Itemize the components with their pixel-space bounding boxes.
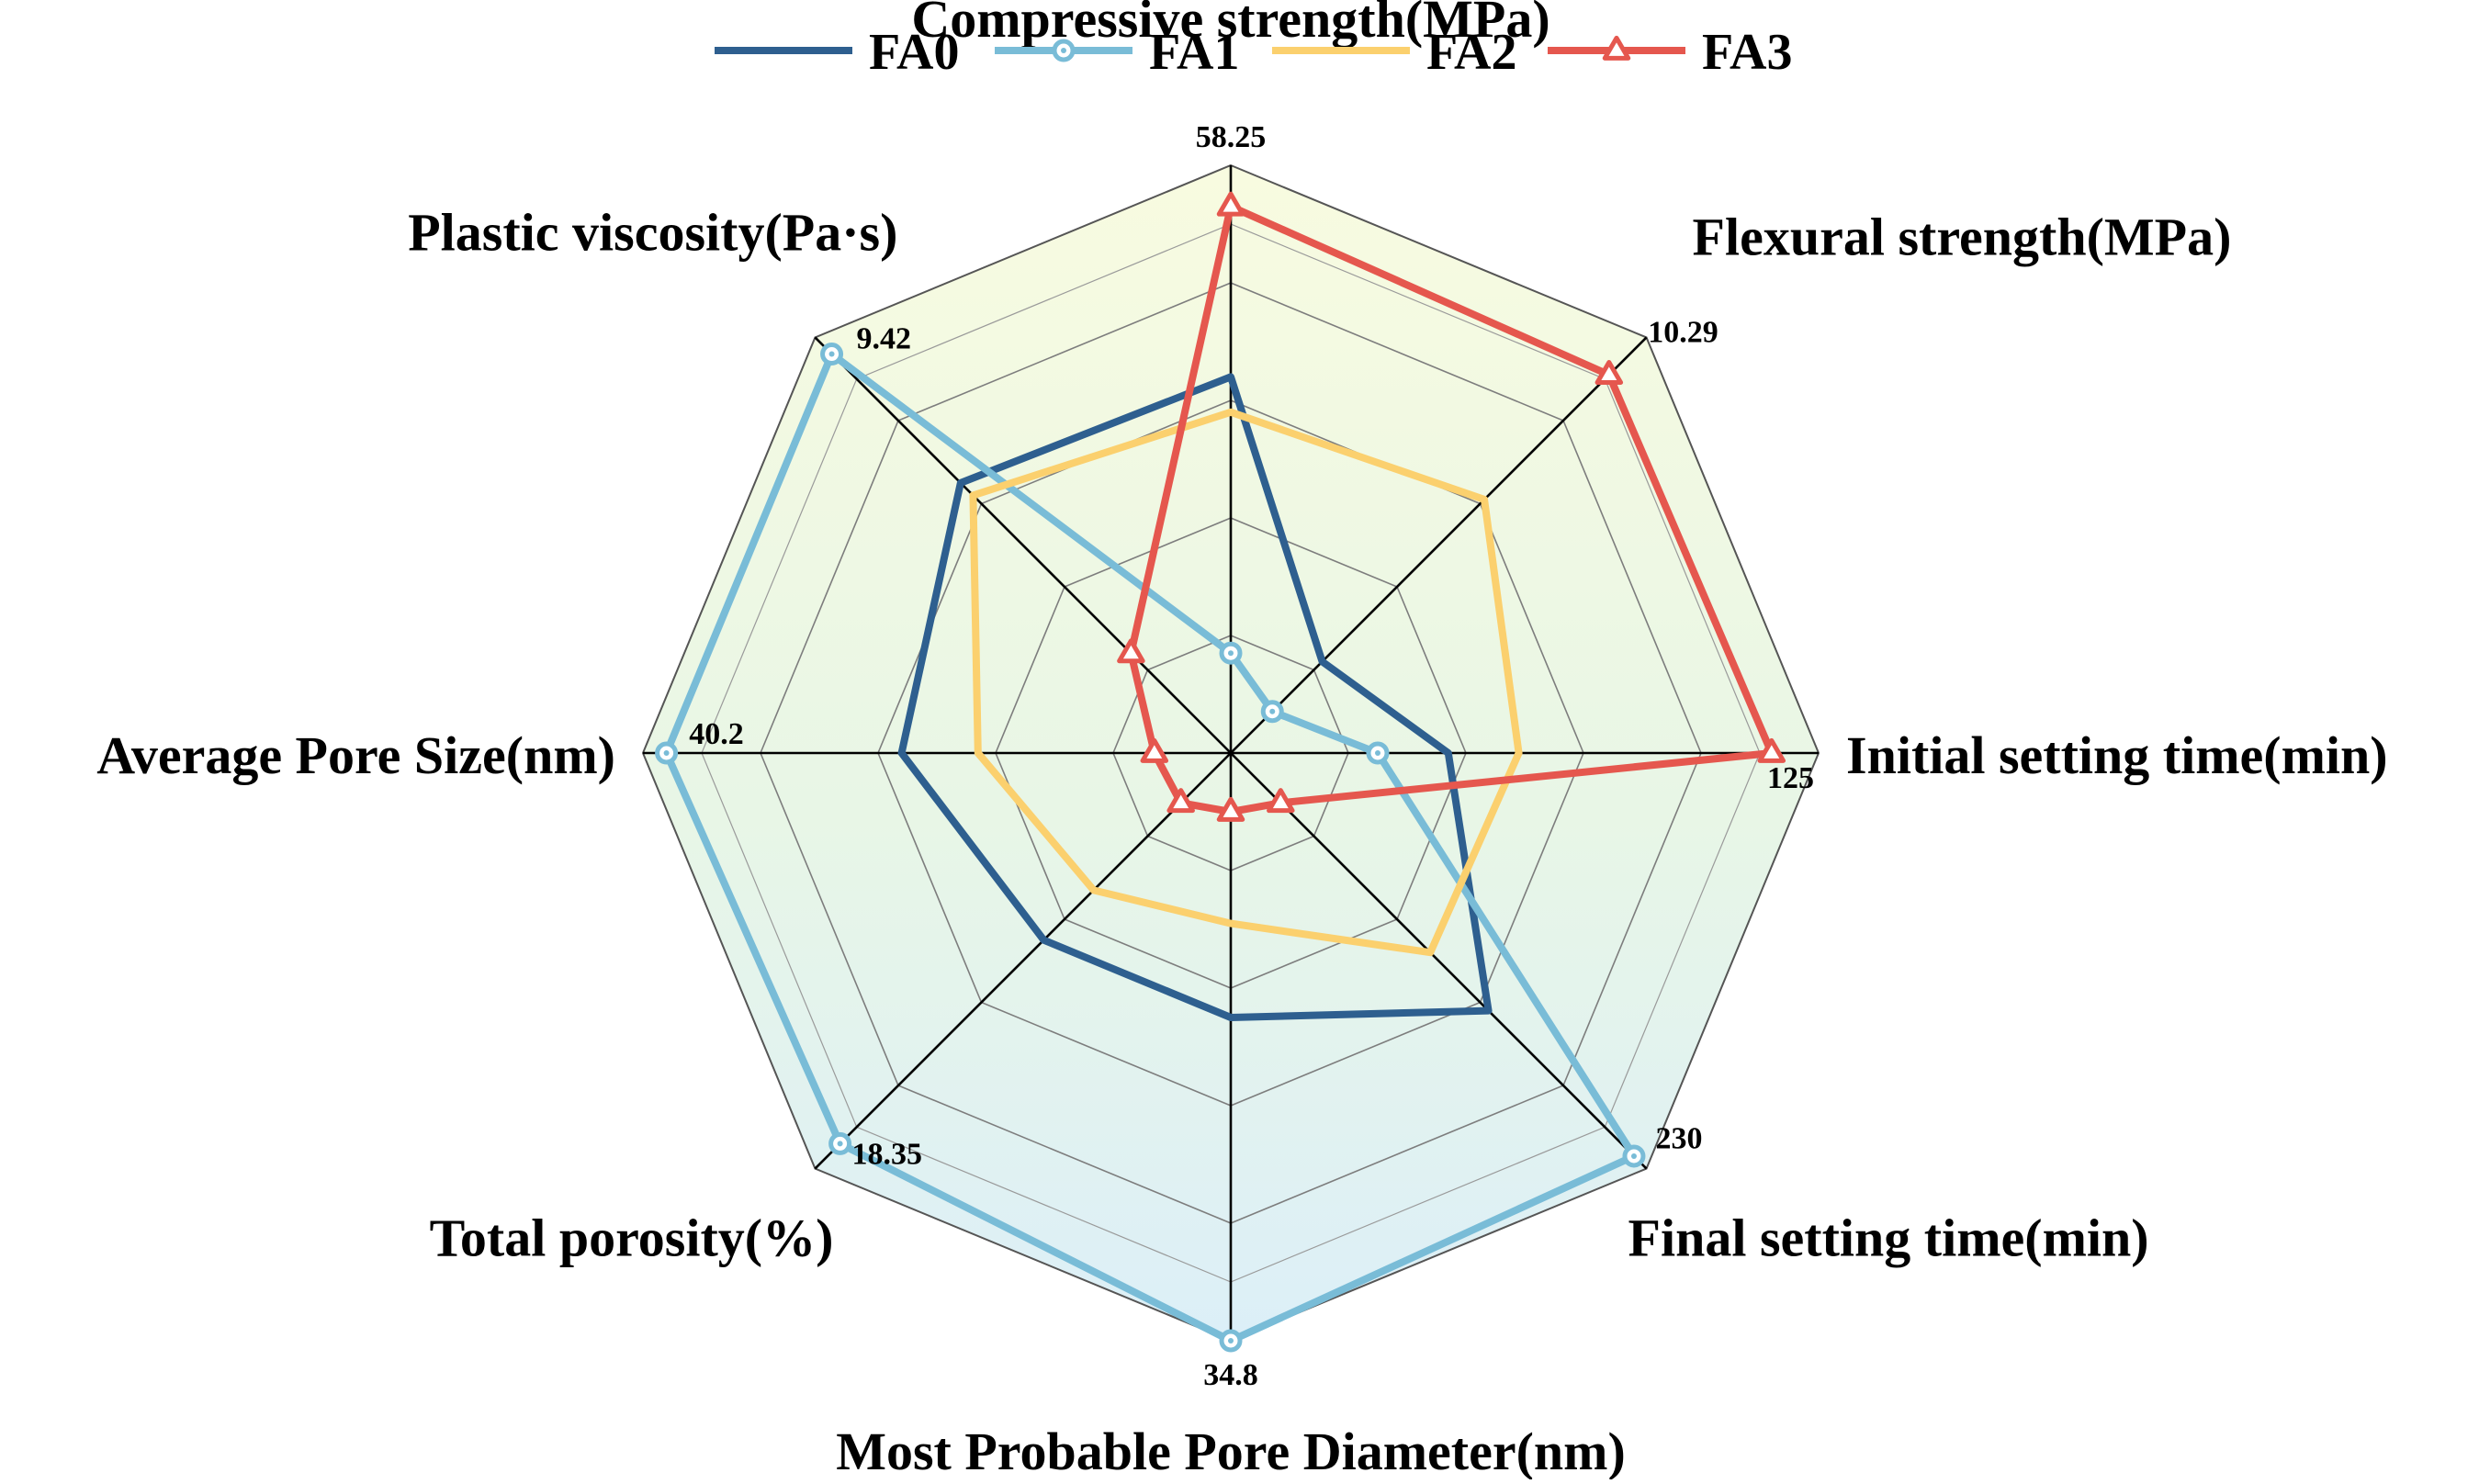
legend-item-fa0: FA0 [715,24,960,81]
axis-max-label: 58.25 [1196,120,1267,154]
legend-label: FA1 [1149,24,1240,81]
axis-max-label: 10.29 [1648,315,1718,349]
series-line-fa0 [897,373,1493,1021]
axis-label: Most Probable Pore Diameter(nm) [836,1422,1626,1479]
axis-label: Initial setting time(min) [1846,725,2388,785]
data-point-fa3 [1140,737,1169,763]
axis-spoke [1230,752,1648,1170]
data-point-fa3 [1216,191,1245,217]
data-point-center-fa1 [1375,750,1380,756]
data-point-fa3 [1267,788,1295,814]
data-point-fa3 [1117,638,1145,664]
legend-marker [1602,35,1631,61]
axis-label: Final setting time(min) [1628,1209,2149,1268]
data-point-center-fa1 [1269,708,1276,714]
legend-item-fa1: FA1 [995,24,1240,81]
data-point-fa3 [1216,796,1245,822]
legend-item-fa2: FA2 [1272,24,1517,81]
axis-max-label: 230 [1656,1122,1703,1156]
axis-spoke [814,336,1232,754]
axis-label: Total porosity(%) [430,1209,834,1268]
axis-max-label: 18.35 [851,1138,922,1172]
data-point-center-fa1 [828,351,835,357]
data-point-center-fa1 [1228,1338,1234,1343]
data-point-fa3 [1594,360,1624,386]
axis-label: Compressive strength(MPa) [911,0,1549,49]
legend-label: FA3 [1702,24,1793,81]
legend-item-fa3: FA3 [1548,24,1793,81]
axis-max-label: 9.42 [856,321,911,355]
axis-max-label: 125 [1767,761,1814,795]
axis-label: Plastic viscosity(Pa·s) [408,202,897,262]
data-point-fa3 [1166,788,1195,814]
data-point-center-fa1 [1630,1152,1637,1159]
axis-spoke [814,752,1232,1170]
axis-label: Average Pore Size(nm) [96,725,615,785]
series-line-fa2 [969,408,1523,957]
legend-label: FA0 [869,24,960,81]
data-point-center-fa1 [837,1141,843,1147]
axis-label: Flexural strength(MPa) [1693,207,2232,266]
legend-label: FA2 [1426,24,1517,81]
data-point-fa3 [1757,737,1786,763]
data-point-center-fa1 [1228,650,1234,657]
legend-marker-center [1061,48,1066,53]
axis-spoke [1230,336,1648,754]
data-point-center-fa1 [663,750,670,756]
axis-max-label: 40.2 [689,717,744,751]
axis-max-label: 34.8 [1203,1358,1258,1392]
